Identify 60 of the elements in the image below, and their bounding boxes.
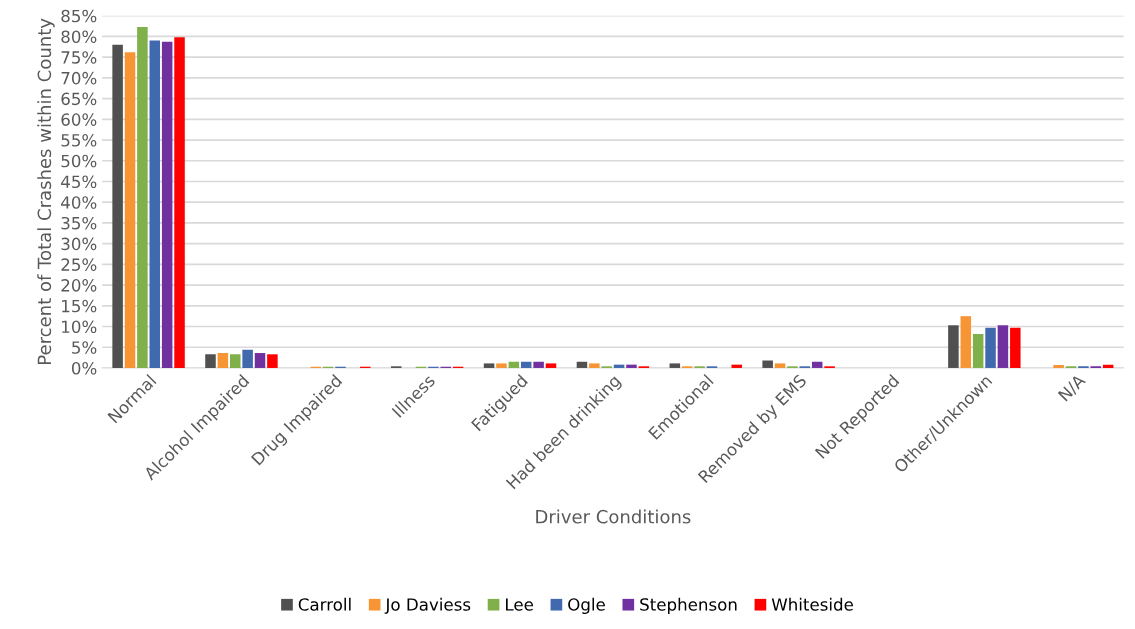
bar (161, 41, 173, 368)
bar (589, 363, 600, 368)
y-tick-label: 35% (61, 216, 97, 230)
y-tick-label: 10% (62, 320, 97, 334)
bar (229, 354, 241, 368)
bar (626, 364, 637, 368)
bar (267, 354, 278, 368)
y-tick-label: 60% (61, 113, 97, 126)
bar (960, 316, 972, 368)
bar (811, 361, 823, 368)
bar (774, 363, 786, 368)
bar (174, 37, 185, 368)
bar (520, 361, 532, 368)
bar (762, 360, 773, 368)
y-tick-label: 45% (61, 175, 97, 189)
legend-label: Whiteside (771, 597, 853, 611)
bar (948, 325, 959, 368)
y-tick-label: 70% (61, 71, 97, 85)
y-tick-label: 55% (61, 134, 97, 147)
y-tick-label: 40% (61, 196, 97, 209)
bar (1010, 327, 1021, 368)
bar (149, 40, 161, 368)
bar (985, 327, 996, 368)
bar (496, 363, 507, 368)
bar (731, 364, 742, 368)
legend-label: Ogle (568, 597, 605, 614)
bar (137, 26, 148, 368)
legend-label: Carroll (298, 597, 351, 611)
y-axis-title: Percent of Total Crashes within County (37, 18, 55, 364)
x-axis-title: Driver Conditions (536, 509, 691, 524)
legend-label: Jo Daviess (384, 597, 471, 614)
bar (217, 353, 229, 368)
bar (205, 354, 216, 368)
bar (112, 44, 123, 368)
bar (533, 361, 544, 368)
bar (242, 349, 253, 368)
y-tick-label: 0% (71, 361, 97, 375)
bar (508, 361, 520, 368)
y-tick-label: 80% (61, 30, 97, 44)
bar (254, 353, 266, 368)
bar (483, 363, 495, 368)
y-tick-label: 65% (61, 92, 97, 106)
y-tick-label: 75% (61, 51, 97, 64)
bar (576, 361, 588, 368)
bar (1053, 365, 1064, 368)
y-tick-label: 5% (72, 341, 97, 354)
bar (972, 333, 984, 368)
y-tick-label: 25% (61, 258, 97, 271)
y-tick-label: 30% (61, 237, 97, 251)
bar (545, 363, 557, 368)
legend-label: Stephenson (640, 597, 737, 614)
y-tick-label: 50% (61, 154, 97, 168)
y-tick-label: 15% (62, 299, 97, 313)
y-tick-label: 85% (61, 9, 97, 23)
bar (124, 52, 136, 368)
legend-label: Lee (506, 598, 533, 611)
x-tick-label: N/A (1057, 373, 1088, 403)
y-tick-label: 20% (61, 279, 97, 292)
bar (997, 325, 1009, 368)
bar (669, 363, 681, 368)
